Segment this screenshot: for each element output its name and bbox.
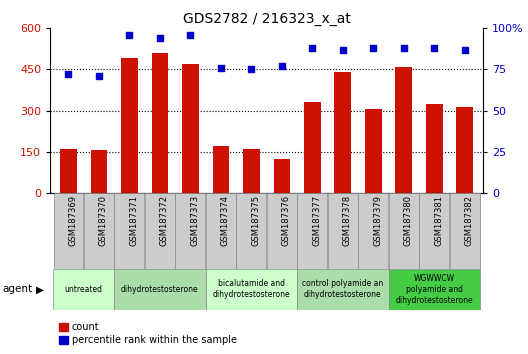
- Point: [400, 45, 408, 51]
- Bar: [297, 269, 389, 310]
- Point: [338, 47, 347, 52]
- Bar: [115, 193, 144, 269]
- Bar: [274, 159, 290, 193]
- Bar: [206, 269, 297, 310]
- Point: [308, 45, 317, 51]
- Bar: [182, 64, 199, 193]
- Text: control polyamide an
dihydrotestosterone: control polyamide an dihydrotestosterone: [302, 279, 383, 299]
- Legend: count, percentile rank within the sample: count, percentile rank within the sample: [55, 319, 240, 349]
- Point: [430, 45, 439, 51]
- Text: GSM187371: GSM187371: [129, 195, 138, 246]
- Bar: [206, 193, 236, 269]
- Bar: [84, 193, 114, 269]
- Bar: [304, 102, 321, 193]
- Bar: [212, 146, 229, 193]
- Text: ▶: ▶: [36, 284, 44, 295]
- Point: [95, 73, 103, 79]
- Bar: [450, 193, 480, 269]
- Text: GSM187379: GSM187379: [373, 195, 382, 246]
- Point: [460, 47, 469, 52]
- Bar: [114, 269, 206, 310]
- Text: untreated: untreated: [65, 285, 103, 294]
- Bar: [267, 193, 297, 269]
- Bar: [91, 150, 107, 193]
- Text: GSM187373: GSM187373: [191, 195, 200, 246]
- Bar: [152, 53, 168, 193]
- Text: GSM187377: GSM187377: [313, 195, 322, 246]
- Text: GSM187372: GSM187372: [160, 195, 169, 246]
- Text: GDS2782 / 216323_x_at: GDS2782 / 216323_x_at: [183, 12, 351, 27]
- Point: [247, 67, 256, 72]
- Bar: [395, 67, 412, 193]
- Text: GSM187370: GSM187370: [99, 195, 108, 246]
- Text: GSM187375: GSM187375: [251, 195, 260, 246]
- Bar: [359, 193, 388, 269]
- Bar: [53, 193, 83, 269]
- Bar: [175, 193, 205, 269]
- Bar: [456, 107, 473, 193]
- Text: WGWWCW
polyamide and
dihydrotestosterone: WGWWCW polyamide and dihydrotestosterone: [395, 274, 473, 305]
- Text: agent: agent: [3, 284, 33, 295]
- Text: GSM187376: GSM187376: [282, 195, 291, 246]
- Bar: [60, 149, 77, 193]
- Bar: [297, 193, 327, 269]
- Text: GSM187369: GSM187369: [69, 195, 78, 246]
- Bar: [419, 193, 449, 269]
- Point: [216, 65, 225, 71]
- Bar: [121, 58, 138, 193]
- Bar: [426, 104, 442, 193]
- Text: dihydrotestosterone: dihydrotestosterone: [121, 285, 199, 294]
- Bar: [389, 193, 419, 269]
- Point: [125, 32, 134, 38]
- Text: GSM187382: GSM187382: [465, 195, 474, 246]
- Bar: [145, 193, 175, 269]
- Bar: [334, 72, 351, 193]
- Point: [369, 45, 378, 51]
- Bar: [365, 109, 382, 193]
- Point: [278, 63, 286, 69]
- Bar: [53, 269, 114, 310]
- Point: [186, 32, 195, 38]
- Point: [64, 72, 73, 77]
- Text: GSM187381: GSM187381: [435, 195, 444, 246]
- Text: bicalutamide and
dihydrotestosterone: bicalutamide and dihydrotestosterone: [213, 279, 290, 299]
- Text: GSM187380: GSM187380: [404, 195, 413, 246]
- Point: [156, 35, 164, 41]
- Bar: [328, 193, 358, 269]
- Text: GSM187374: GSM187374: [221, 195, 230, 246]
- Text: GSM187378: GSM187378: [343, 195, 352, 246]
- Bar: [389, 269, 480, 310]
- Bar: [237, 193, 266, 269]
- Bar: [243, 149, 260, 193]
